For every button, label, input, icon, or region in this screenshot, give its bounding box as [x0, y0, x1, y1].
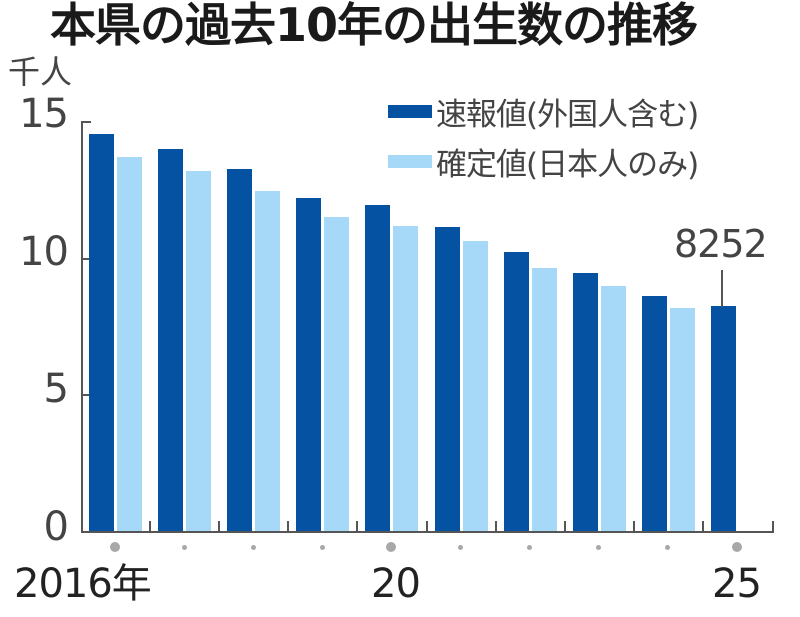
bar-preliminary-2024: [641, 296, 667, 532]
x-tick: [494, 521, 497, 531]
legend: 速報値(外国人含む) 確定値(日本人のみ): [388, 86, 699, 186]
x-tick: [356, 521, 359, 531]
bar-preliminary-2021: [434, 227, 460, 532]
x-tick: [701, 521, 704, 531]
x-tick-dot: [319, 544, 325, 550]
y-tick-label-5: 5: [43, 366, 69, 412]
bar-final-2018: [255, 191, 281, 532]
bar-final-2024: [669, 308, 695, 532]
x-tick: [218, 521, 221, 531]
bar-final-2020: [393, 226, 419, 532]
bar-preliminary-2025: [710, 306, 736, 532]
x-tick-dot: [731, 542, 742, 552]
bar-preliminary-2023: [572, 273, 598, 532]
y-tick: [81, 394, 91, 396]
y-axis-line: [81, 121, 83, 533]
y-tick-label-15: 15: [19, 91, 69, 137]
bar-preliminary-2020: [365, 205, 391, 532]
x-tick-label-2020: 20: [371, 561, 421, 607]
y-tick-label-0: 0: [43, 504, 69, 550]
x-tick-dot: [596, 544, 602, 550]
bar-preliminary-2017: [158, 149, 184, 532]
legend-swatch-light-blue: [388, 154, 432, 168]
y-unit-label: 千人: [8, 53, 73, 91]
y-tick: [81, 121, 91, 123]
value-annotation-2025: 8252: [674, 222, 768, 266]
bar-preliminary-2019: [296, 198, 322, 532]
y-tick: [81, 258, 91, 260]
y-tick-label-10: 10: [19, 229, 69, 275]
x-tick-dot: [527, 544, 533, 550]
x-tick: [425, 521, 428, 531]
bar-preliminary-2016: [89, 134, 114, 532]
x-tick-dot: [458, 544, 463, 550]
x-tick: [632, 521, 635, 531]
x-tick: [149, 521, 152, 531]
legend-item-final: 確定値(日本人のみ): [388, 136, 699, 186]
bar-final-2016: [117, 157, 142, 532]
x-tick-label-2016: 2016年: [14, 561, 152, 607]
x-tick-dot: [250, 544, 256, 550]
bar-final-2022: [531, 268, 557, 532]
x-tick: [563, 521, 566, 531]
bar-preliminary-2022: [503, 252, 529, 532]
x-tick-dot: [665, 544, 671, 550]
bar-final-2017: [186, 171, 212, 532]
x-axis-line: [81, 531, 774, 533]
x-tick-label-2025: 25: [712, 561, 762, 607]
bar-final-2021: [462, 241, 488, 532]
bar-final-2019: [324, 217, 350, 532]
legend-label: 確定値(日本人のみ): [436, 146, 699, 183]
x-tick: [287, 521, 290, 531]
bar-final-2023: [600, 286, 626, 532]
legend-item-preliminary: 速報値(外国人含む): [388, 86, 699, 136]
x-tick-dot: [181, 544, 187, 550]
x-tick-end: [772, 521, 774, 531]
x-tick-dot: [110, 542, 120, 552]
chart-title: 本県の過去10年の出生数の推移: [50, 0, 698, 52]
legend-swatch-dark-blue: [388, 104, 432, 118]
x-tick-dot: [386, 542, 397, 552]
bar-preliminary-2018: [227, 169, 253, 532]
legend-label: 速報値(外国人含む): [436, 96, 699, 133]
annotation-leader-line: [721, 270, 723, 307]
